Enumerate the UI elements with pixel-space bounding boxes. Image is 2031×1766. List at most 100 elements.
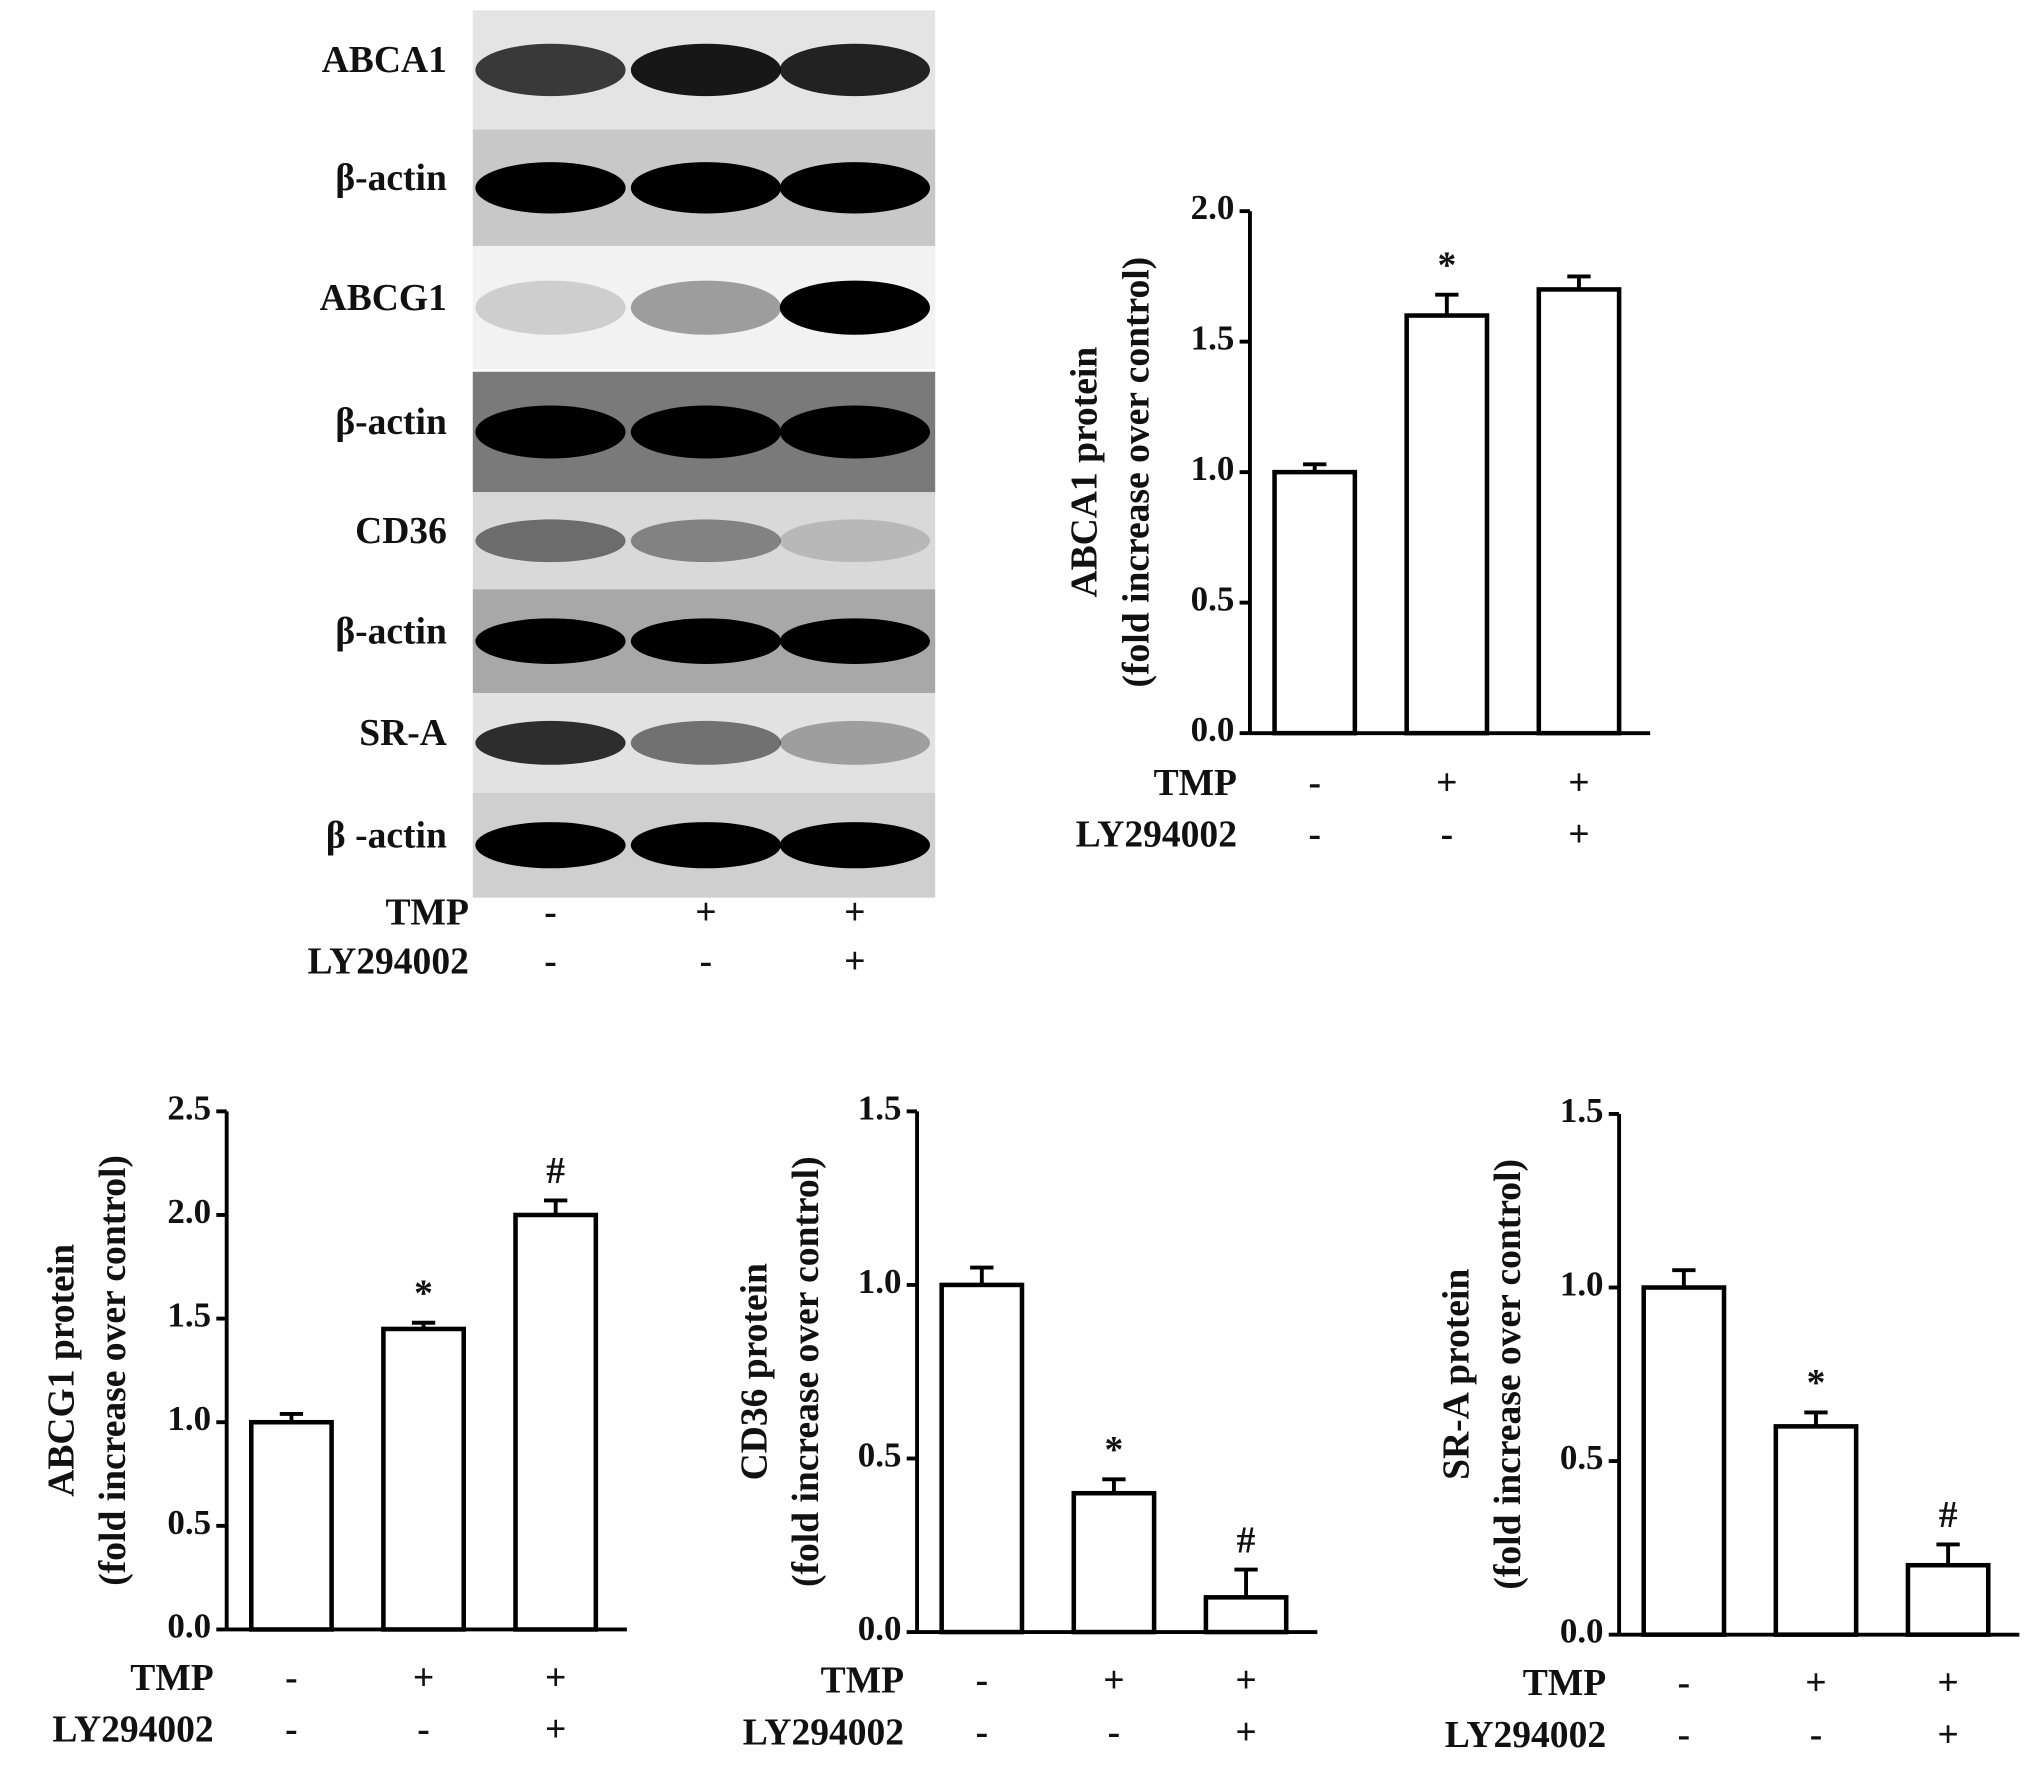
blot-band (779, 618, 931, 664)
blot-band (779, 280, 931, 335)
bar (381, 1326, 466, 1632)
treatment-sign: + (1805, 1663, 1826, 1704)
y-tick-label: 0.5 (167, 1503, 211, 1542)
treatment-sign: - (976, 1660, 989, 1701)
treatment-name: TMP (1154, 763, 1237, 804)
treatment-sign: + (1103, 1660, 1124, 1701)
blot-label: ABCG1 (320, 278, 447, 319)
y-tick-label: 1.5 (1560, 1091, 1604, 1130)
blot-label: β -actin (326, 815, 447, 856)
treatment-name: LY294002 (1445, 1715, 1606, 1756)
blot-band (779, 405, 931, 459)
blot-band (630, 280, 782, 335)
blot-band (475, 822, 626, 869)
blot-band (475, 43, 626, 97)
blot-band (779, 162, 931, 214)
significance-mark: # (1237, 1520, 1256, 1561)
y-axis-label: (fold increase over control) (93, 1155, 134, 1586)
y-tick-label: 1.5 (858, 1088, 902, 1127)
blot-band (475, 280, 626, 335)
blot-band (779, 519, 931, 563)
blot-band (475, 519, 626, 563)
y-tick-label: 2.0 (1191, 188, 1235, 227)
y-tick-label: 0.5 (1560, 1438, 1604, 1477)
y-tick-label: 2.0 (167, 1192, 211, 1231)
bar (1773, 1424, 1859, 1637)
treatment-sign: + (844, 892, 865, 933)
blot-band (630, 822, 782, 869)
treatment-sign: - (1678, 1663, 1691, 1704)
significance-mark: * (1437, 245, 1456, 286)
treatment-sign: + (1235, 1660, 1256, 1701)
y-axis-label: ABCA1 protein (1065, 347, 1106, 598)
blot-label: SR-A (359, 713, 447, 754)
significance-mark: * (414, 1273, 433, 1314)
y-tick-label: 0.0 (167, 1607, 211, 1646)
blot-label: CD36 (355, 511, 447, 552)
blot-label: β-actin (335, 611, 447, 652)
treatment-name: TMP (821, 1660, 904, 1701)
y-axis-label: (fold increase over control) (1488, 1159, 1529, 1590)
treatment-sign: + (1937, 1663, 1958, 1704)
blot-band (630, 43, 782, 97)
treatment-sign: - (700, 942, 713, 983)
treatment-sign: + (695, 892, 716, 933)
y-tick-label: 0.5 (858, 1436, 902, 1475)
y-tick-label: 1.0 (1560, 1265, 1604, 1304)
bar (249, 1419, 334, 1632)
significance-mark: # (546, 1151, 565, 1192)
treatment-sign: - (285, 1710, 298, 1751)
blot-band (630, 162, 782, 214)
treatment-sign: + (1436, 763, 1457, 804)
bar (513, 1212, 599, 1632)
treatment-sign: + (1568, 815, 1589, 856)
treatment-sign: - (1441, 815, 1454, 856)
y-axis-label: (fold increase over control) (786, 1156, 827, 1587)
bar (1272, 469, 1358, 736)
y-tick-label: 2.5 (167, 1088, 211, 1127)
treatment-sign: + (1568, 763, 1589, 804)
blot-band (630, 618, 782, 664)
y-axis-label: ABCG1 protein (41, 1244, 82, 1497)
blot-band (779, 822, 931, 869)
significance-mark: * (1807, 1363, 1826, 1404)
bar (1536, 287, 1622, 736)
y-tick-label: 0.0 (858, 1609, 902, 1648)
treatment-name: LY294002 (52, 1710, 213, 1751)
blot-label: β-actin (335, 402, 447, 443)
y-tick-label: 0.0 (1191, 710, 1235, 749)
y-axis-label: SR-A protein (1436, 1269, 1477, 1480)
bar (1404, 313, 1490, 736)
treatment-sign: + (1235, 1712, 1256, 1753)
blot-band (779, 43, 931, 97)
treatment-sign: + (1937, 1715, 1958, 1756)
treatment-sign: + (413, 1658, 434, 1699)
treatment-sign: - (1308, 763, 1321, 804)
blot-band (475, 162, 626, 214)
blot-band (630, 405, 782, 459)
significance-mark: * (1105, 1430, 1124, 1471)
blot-label: ABCA1 (322, 40, 447, 81)
treatment-sign: - (976, 1712, 989, 1753)
y-tick-label: 1.0 (167, 1399, 211, 1438)
treatment-sign: - (285, 1658, 298, 1699)
y-axis-label: CD36 protein (734, 1263, 775, 1480)
treatment-name: TMP (130, 1658, 213, 1699)
bar (1641, 1285, 1727, 1637)
treatment-name: LY294002 (743, 1712, 904, 1753)
treatment-name: TMP (1523, 1663, 1606, 1704)
y-tick-label: 1.0 (858, 1262, 902, 1301)
treatment-sign: - (544, 942, 557, 983)
treatment-sign: - (1108, 1712, 1121, 1753)
bar (1203, 1595, 1289, 1635)
bar (1071, 1490, 1157, 1635)
y-axis-label: (fold increase over control) (1116, 257, 1157, 688)
y-tick-label: 0.5 (1191, 580, 1235, 619)
treatment-sign: - (1678, 1715, 1691, 1756)
treatment-sign: - (544, 892, 557, 933)
treatment-name: LY294002 (1076, 815, 1237, 856)
y-tick-label: 1.5 (167, 1296, 211, 1335)
blot-band (475, 720, 626, 765)
